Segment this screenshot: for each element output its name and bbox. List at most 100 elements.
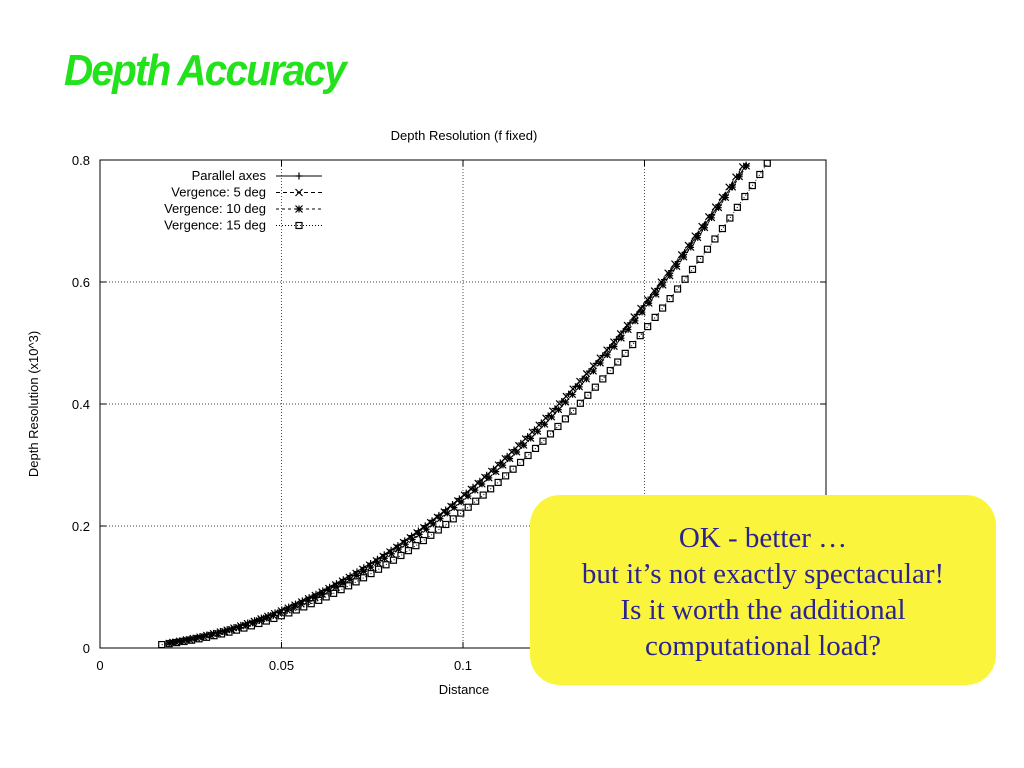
data-point: [569, 385, 577, 393]
data-point: [337, 586, 345, 594]
data-point: [270, 614, 278, 623]
data-point: [554, 422, 562, 431]
data-point: [748, 181, 756, 190]
x-tick-label: 0: [96, 658, 103, 673]
data-point: [680, 253, 688, 261]
data-point: [443, 509, 451, 517]
data-point: [255, 619, 263, 628]
data-point: [614, 358, 622, 366]
data-point: [478, 480, 486, 488]
data-point: [666, 294, 674, 303]
data-point: [696, 255, 704, 263]
data-point: [637, 304, 645, 312]
data-point: [173, 639, 181, 647]
data-point: [315, 596, 323, 604]
data-point: [569, 407, 577, 415]
data-point: [434, 526, 442, 534]
data-point: [292, 606, 300, 614]
data-point: [442, 520, 450, 529]
legend-marker: [295, 205, 303, 213]
data-point: [651, 313, 659, 321]
data-point: [718, 224, 727, 233]
data-point: [576, 399, 584, 407]
callout-line: OK - better …: [678, 522, 848, 554]
legend-marker: [295, 188, 303, 197]
data-point: [599, 375, 607, 383]
data-point: [487, 485, 495, 493]
data-point: [240, 624, 248, 632]
data-point: [295, 221, 303, 230]
data-point: [659, 304, 667, 312]
x-axis-label: Distance: [439, 682, 490, 697]
legend-label: Vergence: 10 deg: [164, 201, 266, 216]
data-point: [179, 637, 187, 645]
data-point: [561, 398, 570, 406]
data-point: [541, 420, 549, 428]
data-point: [202, 633, 211, 641]
data-point: [353, 571, 361, 579]
data-point: [711, 235, 719, 243]
data-point: [644, 322, 652, 331]
data-point: [524, 451, 532, 460]
data-point: [527, 434, 535, 442]
data-point: [582, 375, 591, 383]
data-point: [389, 556, 398, 564]
data-point: [506, 455, 514, 463]
data-point: [330, 589, 338, 597]
data-point: [471, 486, 479, 494]
data-point: [673, 262, 681, 271]
data-point: [546, 430, 555, 438]
data-point: [636, 332, 644, 340]
data-point: [247, 622, 256, 630]
data-point: [688, 265, 697, 273]
data-point: [756, 170, 764, 179]
data-point: [367, 569, 375, 578]
y-tick-label: 0.6: [72, 275, 90, 290]
data-point: [397, 551, 405, 560]
data-point: [591, 383, 599, 391]
data-point: [346, 575, 354, 583]
data-point: [186, 635, 194, 644]
callout-line: Is it worth the additional: [620, 594, 906, 626]
data-point: [681, 275, 689, 283]
data-point: [659, 281, 667, 289]
data-point: [214, 629, 222, 637]
data-point: [708, 214, 716, 222]
data-point: [742, 162, 751, 170]
data-point: [408, 535, 417, 544]
data-point: [381, 554, 389, 562]
data-point: [568, 390, 577, 399]
data-point: [703, 245, 712, 253]
data-point: [394, 545, 403, 553]
data-point: [412, 542, 420, 550]
data-point: [561, 415, 570, 423]
callout-line: but it’s not exactly spectacular!: [581, 558, 945, 590]
data-point: [499, 461, 507, 469]
data-point: [603, 351, 611, 359]
data-point: [492, 467, 500, 476]
data-point: [311, 593, 319, 602]
data-point: [295, 188, 303, 197]
data-point: [262, 617, 270, 625]
data-point: [721, 193, 730, 202]
data-point: [277, 612, 285, 620]
data-point: [180, 637, 188, 646]
data-point: [374, 559, 382, 567]
data-point: [401, 540, 410, 548]
x-tick-label: 0.1: [454, 658, 472, 673]
data-point: [450, 503, 458, 512]
data-point: [643, 295, 652, 304]
data-point: [352, 578, 360, 586]
data-point: [513, 448, 521, 456]
data-point: [285, 609, 293, 617]
data-point: [195, 635, 203, 643]
data-point: [576, 377, 584, 385]
data-point: [763, 159, 771, 167]
data-point: [673, 285, 682, 293]
legend-marker: [295, 221, 303, 230]
chart-title: Depth Resolution (f fixed): [391, 128, 538, 143]
series-square: [158, 159, 771, 649]
data-point: [629, 340, 637, 349]
data-point: [584, 391, 592, 399]
